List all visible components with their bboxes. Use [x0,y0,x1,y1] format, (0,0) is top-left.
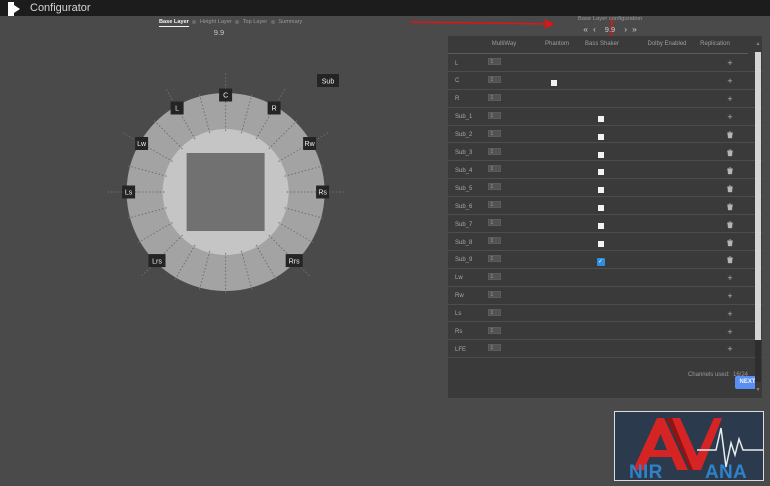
svg-text:R: R [272,106,277,113]
svg-text:C: C [223,93,228,100]
svg-text:Rs: Rs [318,190,327,197]
svg-text:Sub: Sub [322,79,335,86]
svg-text:L: L [175,106,179,113]
svg-text:Lw: Lw [137,141,147,148]
svg-text:Rrs: Rrs [289,258,300,265]
svg-text:Ls: Ls [125,190,133,197]
svg-text:Rw: Rw [305,141,316,148]
svg-text:Lrs: Lrs [152,258,162,265]
